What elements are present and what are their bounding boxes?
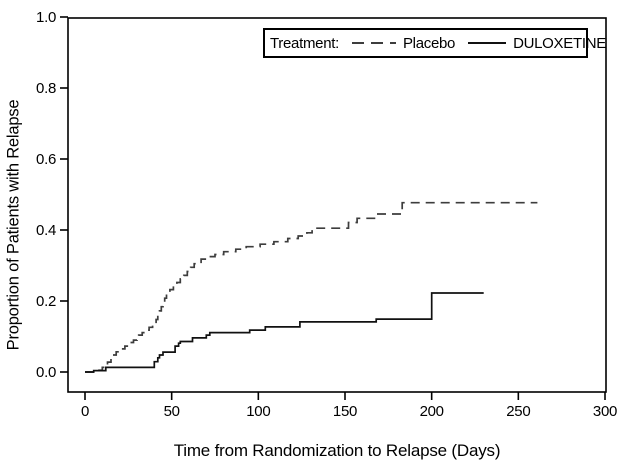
- duloxetine-curve: [85, 292, 484, 373]
- placebo-curve: [85, 201, 538, 373]
- plot-box: [67, 17, 607, 393]
- x-tick-label: 150: [333, 403, 357, 420]
- x-tick-label: 200: [420, 403, 444, 420]
- legend-label-duloxetine: DULOXETINE: [513, 34, 606, 52]
- x-axis-label: Time from Randomization to Relapse (Days…: [173, 441, 501, 460]
- y-tick-label: 0.0: [36, 364, 56, 381]
- y-tick-label: 0.2: [36, 293, 56, 310]
- y-axis-label: Proportion of Patients with Relapse: [4, 99, 23, 351]
- x-tick-label: 100: [246, 403, 270, 420]
- x-tick-label: 50: [164, 403, 180, 420]
- duloxetine-solid-line-sample: [468, 42, 507, 44]
- x-tick-label: 300: [593, 403, 617, 420]
- y-tick-label: 1.0: [36, 9, 56, 26]
- legend: Treatment: Placebo DULOXETINE: [263, 28, 606, 58]
- legend-label-placebo: Placebo: [402, 34, 456, 52]
- legend-title: Treatment:: [270, 34, 339, 52]
- placebo-dashed-line-sample: [351, 42, 396, 44]
- y-tick-label: 0.6: [36, 151, 56, 168]
- x-tick-label: 0: [81, 403, 89, 420]
- y-tick-label: 0.4: [36, 222, 56, 239]
- y-tick-label: 0.8: [36, 80, 56, 97]
- x-tick-label: 250: [506, 403, 530, 420]
